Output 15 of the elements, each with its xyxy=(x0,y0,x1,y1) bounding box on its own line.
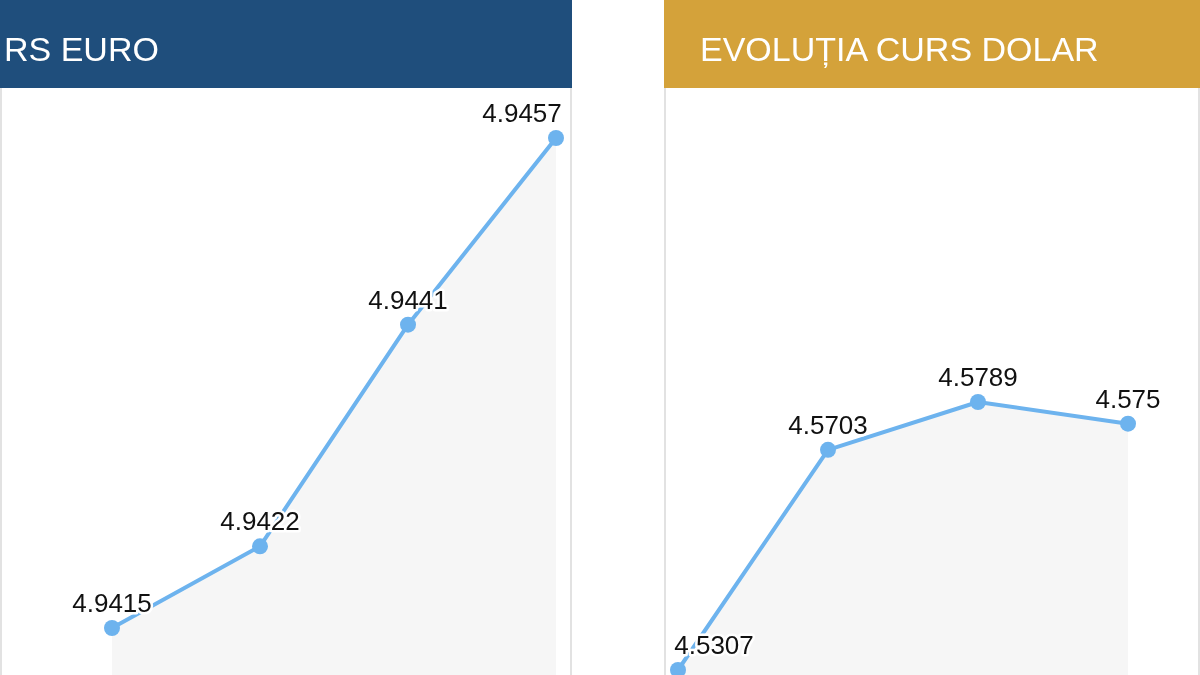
point xyxy=(970,394,986,410)
chart-title: RS EURO xyxy=(4,29,159,68)
point xyxy=(548,130,564,146)
point xyxy=(252,538,268,555)
data-label: 4.9457 xyxy=(482,98,562,128)
chart-title: EVOLUȚIA CURS DOLAR xyxy=(700,29,1099,68)
point xyxy=(1120,415,1136,432)
data-label: 4.9415 xyxy=(72,588,152,618)
point xyxy=(820,441,836,458)
data-label: 4.5789 xyxy=(938,362,1018,392)
point xyxy=(670,662,686,675)
data-label: 4.575 xyxy=(1095,383,1161,414)
data-label: 4.5703 xyxy=(788,409,868,440)
point xyxy=(400,316,416,333)
point xyxy=(104,620,120,636)
